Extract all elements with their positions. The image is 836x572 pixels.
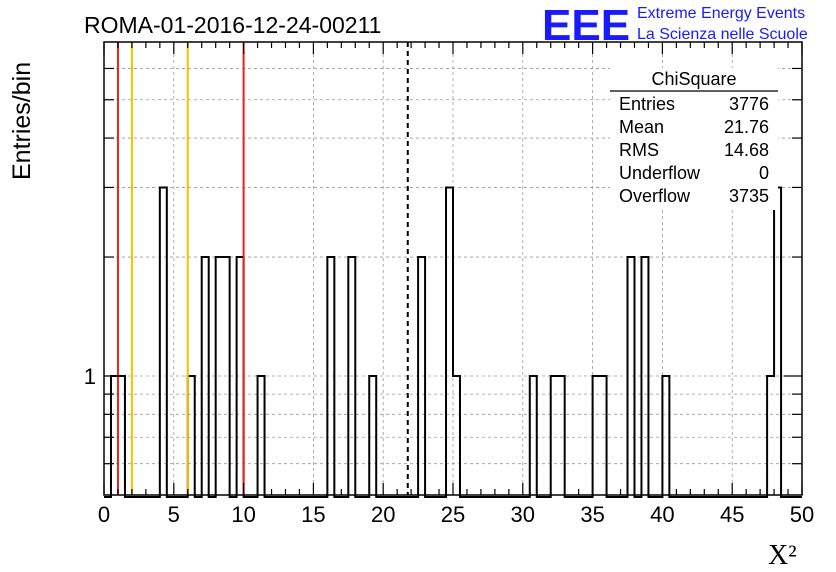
x-tick-label: 45 [720,502,744,527]
tick-labels: 0 5 10 15 20 25 30 35 40 45 50 1 [84,364,814,527]
y-axis-label: Entries/bin [8,62,36,180]
logo-line2: La Scienza nelle Scuole [637,26,808,43]
x-tick-label: 35 [580,502,604,527]
x-tick-label: 50 [790,502,814,527]
stats-box: ChiSquare Entries 3776 Mean 21.76 RMS 14… [610,68,778,210]
histogram-outline [104,186,802,498]
x-tick-label: 30 [511,502,535,527]
stats-title: ChiSquare [651,69,736,89]
stats-value: 3776 [729,94,769,114]
histogram-bin [160,187,167,495]
x-axis-label: X² [768,540,797,571]
stats-label: Underflow [619,163,701,183]
run-title: ROMA-01-2016-12-24-00211 [84,12,381,38]
stats-value: 21.76 [724,117,769,137]
x-tick-label: 20 [371,502,395,527]
x-tick-label: 0 [98,502,110,527]
y-tick-label: 1 [84,364,96,389]
logo-line1: Extreme Energy Events [637,5,805,22]
stats-label: RMS [619,140,659,160]
stats-label: Mean [619,117,664,137]
stats-value: 3735 [729,186,769,206]
stats-value: 0 [759,163,769,183]
histogram [104,186,802,498]
histogram-bin [446,187,453,495]
stats-label: Overflow [619,186,691,206]
stats-label: Entries [619,94,675,114]
reference-lines [116,42,409,495]
x-tick-label: 5 [168,502,180,527]
axis-ticks [103,42,803,495]
x-tick-label: 40 [650,502,674,527]
x-tick-label: 15 [301,502,325,527]
histogram-bin [774,187,781,495]
eee-logo: EEE [542,1,630,50]
x-tick-label: 25 [441,502,465,527]
stats-value: 14.68 [724,140,769,160]
x-tick-label: 10 [231,502,255,527]
